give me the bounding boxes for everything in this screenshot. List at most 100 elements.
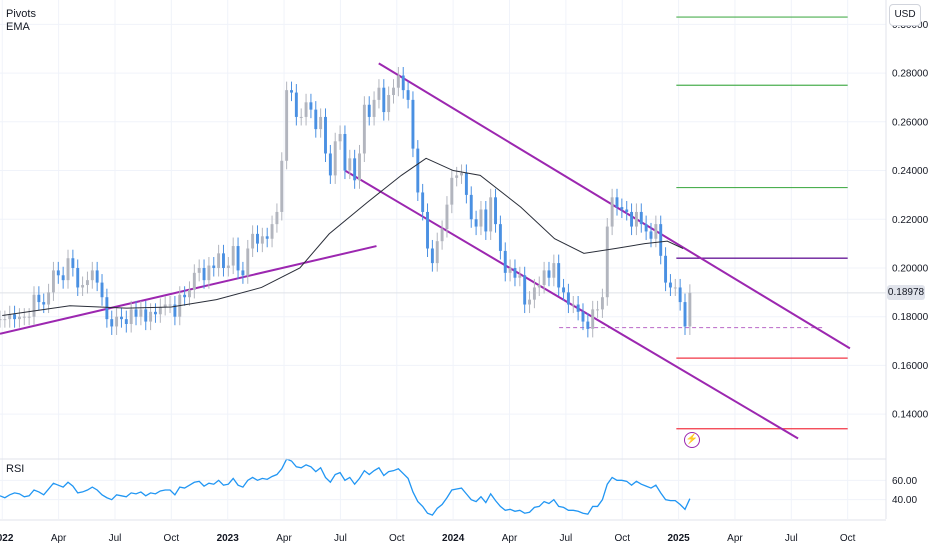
- candle-body: [348, 158, 352, 171]
- candle-body: [22, 316, 26, 318]
- candle-body: [552, 263, 556, 278]
- candle-body: [659, 224, 663, 256]
- candle-body: [338, 133, 342, 142]
- candle-body: [66, 258, 70, 281]
- candle-body: [51, 270, 55, 293]
- candle-body: [17, 316, 21, 320]
- candle-body: [634, 211, 638, 227]
- candle-body: [260, 236, 264, 244]
- candle-body: [299, 116, 303, 118]
- x-tick-label: Oct: [840, 533, 856, 544]
- candle-body: [639, 211, 643, 225]
- candle-body: [542, 270, 546, 286]
- candle-body: [469, 194, 473, 220]
- candle-body: [367, 104, 371, 117]
- candle-body: [392, 87, 395, 96]
- candle-body: [275, 211, 279, 225]
- candle-body: [343, 133, 347, 171]
- candle-body: [56, 270, 60, 276]
- trendline: [344, 169, 799, 440]
- candle-body: [668, 282, 672, 288]
- x-tick-label: 2023: [217, 533, 240, 544]
- candle-body: [644, 224, 648, 232]
- y-tick-label: 0.18000: [892, 312, 929, 323]
- candle-body: [474, 219, 478, 227]
- candle-body: [445, 204, 449, 229]
- candle-body: [13, 314, 17, 320]
- candle-body: [280, 160, 284, 212]
- candle-body: [377, 87, 381, 100]
- candle-body: [562, 287, 566, 293]
- candle-body: [129, 309, 133, 325]
- candle-body: [678, 287, 682, 303]
- rsi-tick-label: 60.00: [892, 476, 917, 487]
- candle-body: [464, 172, 468, 195]
- y-tick-label: 0.20000: [892, 263, 929, 274]
- candle-body: [673, 287, 677, 289]
- rsi-line: [0, 458, 691, 516]
- candle-body: [202, 267, 206, 281]
- candle-body: [139, 309, 143, 317]
- candle-body: [3, 319, 7, 321]
- candle-body: [8, 314, 12, 320]
- y-tick-label: 0.26000: [892, 117, 929, 128]
- legend-pivots[interactable]: Pivots: [6, 8, 36, 20]
- trendlines[interactable]: [0, 62, 851, 440]
- y-tick-label: 0.16000: [892, 361, 929, 372]
- candle-body: [683, 302, 687, 327]
- candle-body: [90, 270, 94, 281]
- legend-ema[interactable]: EMA: [6, 21, 30, 33]
- pivot-levels: [559, 16, 848, 430]
- candle-body: [324, 116, 327, 154]
- candle-body: [455, 175, 459, 178]
- candle-body: [401, 75, 405, 91]
- y-tick-label: 0.28000: [892, 69, 929, 80]
- x-tick-label: Oct: [389, 533, 405, 544]
- candle-body: [100, 282, 104, 298]
- rsi-legend[interactable]: RSI: [6, 463, 25, 475]
- candle-body: [256, 233, 259, 244]
- candle-body: [532, 287, 536, 300]
- candle-body: [610, 197, 614, 227]
- candle-body: [450, 177, 454, 205]
- y-tick-label: 0.24000: [892, 166, 929, 177]
- candle-body: [387, 95, 391, 113]
- candle-body: [333, 141, 337, 176]
- candle-body: [226, 265, 230, 268]
- candle-body: [183, 294, 187, 298]
- candle-body: [27, 316, 31, 318]
- candle-body: [513, 267, 517, 278]
- candle-body: [358, 153, 361, 181]
- x-tick-label: Jul: [785, 533, 798, 544]
- candle-body: [207, 265, 211, 281]
- candle-body: [304, 102, 308, 117]
- candle-body: [76, 267, 80, 288]
- x-tick-label: Oct: [614, 533, 630, 544]
- candle-body: [484, 209, 488, 232]
- candle-body: [149, 311, 153, 322]
- candle-body: [596, 309, 600, 311]
- candle-body: [168, 304, 172, 306]
- grid: [0, 0, 886, 519]
- candle-body: [71, 258, 75, 268]
- candle-body: [110, 319, 114, 327]
- candle-body: [503, 250, 507, 273]
- candle-body: [294, 92, 298, 117]
- candle-body: [406, 90, 410, 100]
- candle-body: [460, 172, 463, 176]
- candle-body: [188, 289, 191, 298]
- candle-body: [42, 302, 46, 305]
- currency-button[interactable]: USD: [889, 4, 921, 26]
- candle-body: [411, 99, 415, 149]
- candle-body: [236, 246, 240, 271]
- candle-body: [81, 285, 85, 288]
- candle-body: [372, 99, 376, 117]
- candle-body: [523, 275, 527, 305]
- candle-body: [571, 304, 575, 306]
- candle-body: [600, 297, 604, 310]
- alert-lightning-icon[interactable]: ⚡: [684, 432, 700, 448]
- candle-body: [688, 292, 692, 327]
